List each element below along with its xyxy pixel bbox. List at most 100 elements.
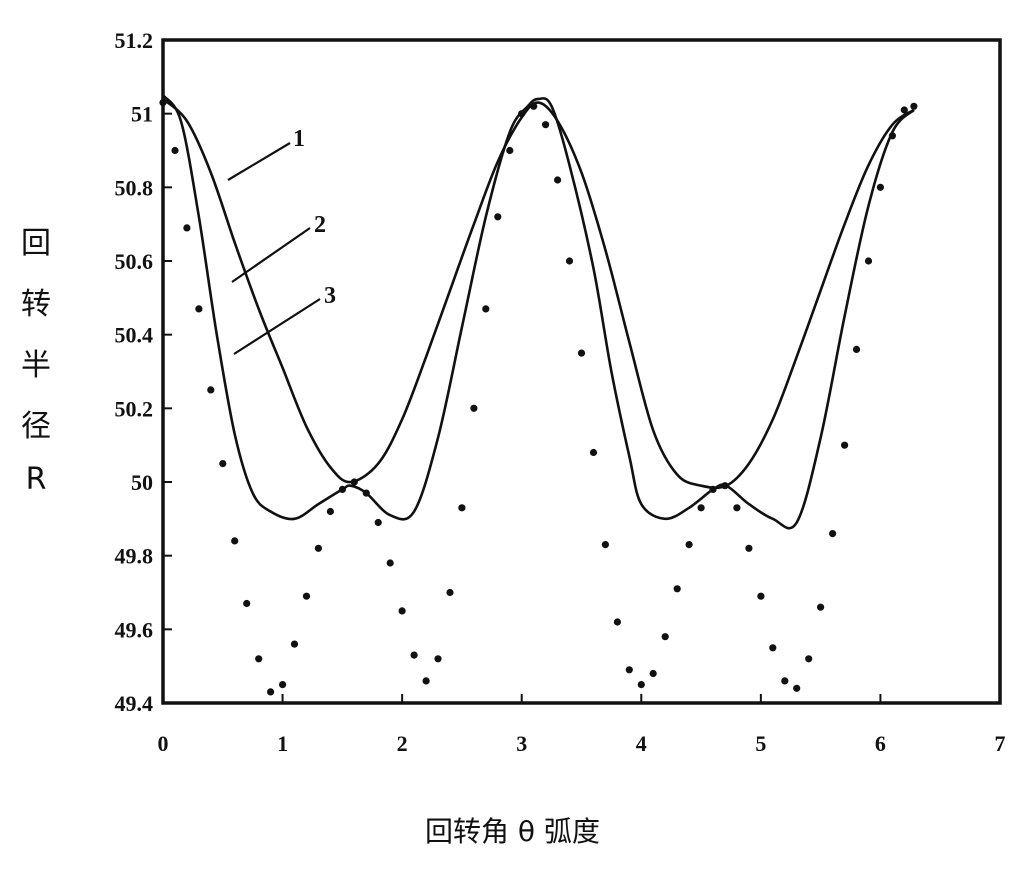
series-3-point xyxy=(554,176,562,184)
series-3-point xyxy=(805,655,813,663)
y-tick-label: 50.4 xyxy=(115,323,154,348)
series-3-point xyxy=(518,110,526,118)
series-3-point xyxy=(207,386,215,394)
x-tick-label: 0 xyxy=(158,731,169,756)
series-3-point xyxy=(661,633,669,641)
series-3-point xyxy=(219,460,227,468)
series-3-point xyxy=(625,666,633,674)
series-3-point xyxy=(338,485,346,493)
y-tick-label: 49.4 xyxy=(115,691,154,716)
series-3-point xyxy=(577,349,586,357)
series-3-point xyxy=(386,559,394,567)
series-3-point xyxy=(159,99,167,107)
x-tick-label: 5 xyxy=(755,731,766,756)
y-axis-label-char: 径 xyxy=(21,409,51,444)
series-3-point xyxy=(852,345,861,353)
y-tick-labels: 49.4 49.6 49.8 50 50.2 50.4 50.6 50.8 51 51.2 xyxy=(115,28,154,716)
series-2-line xyxy=(161,94,915,530)
series-3-point xyxy=(637,681,645,689)
series-3-point xyxy=(757,592,765,600)
series-3-point xyxy=(482,305,490,313)
series-3-point xyxy=(589,448,598,457)
series-3-point xyxy=(900,106,908,114)
series-3-point xyxy=(910,102,918,110)
x-tick-labels: 0 1 2 3 4 5 6 7 xyxy=(158,731,1006,756)
series-2-tag: 2 xyxy=(314,212,326,238)
series-3-point xyxy=(781,677,789,685)
series-3-point xyxy=(601,541,610,549)
y-tick-label: 50 xyxy=(131,470,153,495)
series-3-point xyxy=(243,599,251,608)
series-3-tag: 3 xyxy=(324,283,336,309)
series-3-point xyxy=(434,655,442,663)
series-3-point xyxy=(721,482,729,490)
series-3-point xyxy=(876,183,885,191)
y-tick-label: 50.8 xyxy=(115,175,154,200)
series-3-point xyxy=(458,504,466,512)
series-3-point xyxy=(745,544,753,552)
series-3-point xyxy=(685,541,693,549)
series-tag-layer: 1 2 3 xyxy=(227,126,336,355)
series-3-point xyxy=(398,607,406,615)
series-3-point xyxy=(841,441,849,449)
y-tick-label: 51 xyxy=(131,102,153,127)
series-3-point xyxy=(733,504,741,512)
series-3-point xyxy=(410,651,418,659)
series-3-point xyxy=(888,132,897,140)
series-1-tag: 1 xyxy=(293,126,305,152)
series-3-points xyxy=(159,99,918,696)
series-layer xyxy=(159,94,918,696)
series-3-point xyxy=(673,585,681,593)
series-3-point xyxy=(697,504,705,512)
series-3-point xyxy=(542,121,550,129)
y-axis-label-char: 回 xyxy=(21,226,51,261)
series-3-point xyxy=(649,669,657,678)
series-3-point xyxy=(829,530,837,538)
series-3-point xyxy=(195,305,203,313)
series-3-point xyxy=(709,485,717,493)
series-3-point xyxy=(314,544,322,552)
y-tick-label: 50.6 xyxy=(115,249,154,274)
series-3-point xyxy=(290,640,299,648)
x-tick-label: 4 xyxy=(636,731,647,756)
x-tick-label: 3 xyxy=(516,731,527,756)
series-3-point xyxy=(231,537,239,545)
series-3-point xyxy=(793,684,801,692)
y-tick-label: 49.6 xyxy=(115,617,154,642)
series-1-leader xyxy=(227,142,291,181)
y-axis-label-char: 半 xyxy=(21,348,51,383)
series-3-point xyxy=(494,213,502,221)
series-3-point xyxy=(255,655,263,663)
series-3-point xyxy=(171,146,179,155)
x-tick-label: 6 xyxy=(875,731,886,756)
series-3-point xyxy=(864,257,873,265)
series-3-point xyxy=(470,404,478,412)
x-axis-label: 回转角 θ 弧度 xyxy=(425,815,600,848)
series-3-point xyxy=(769,644,777,652)
series-1-line xyxy=(162,97,915,490)
series-3-point xyxy=(302,592,311,600)
y-axis-label-char: 转 xyxy=(21,287,51,322)
series-3-leader xyxy=(233,298,321,355)
series-3-point xyxy=(530,102,538,110)
y-tick-label: 50.2 xyxy=(115,396,154,421)
series-3-point xyxy=(267,688,275,696)
plot-border xyxy=(161,38,1002,705)
series-3-point xyxy=(279,681,287,689)
x-tick-label: 2 xyxy=(397,731,408,756)
series-2-leader xyxy=(231,227,311,283)
series-3-point xyxy=(422,677,430,685)
y-axis-label-char: R xyxy=(25,462,47,497)
series-3-point xyxy=(446,588,454,597)
series-3-point xyxy=(506,146,514,155)
series-3-point xyxy=(350,478,358,486)
series-3-point xyxy=(362,489,370,497)
series-3-point xyxy=(183,224,191,232)
series-3-point xyxy=(374,518,382,527)
x-tick-label: 1 xyxy=(277,731,288,756)
y-tick-label: 51.2 xyxy=(115,28,154,53)
series-3-point xyxy=(613,618,622,626)
series-3-point xyxy=(326,507,334,516)
plot-frame xyxy=(161,38,1002,705)
